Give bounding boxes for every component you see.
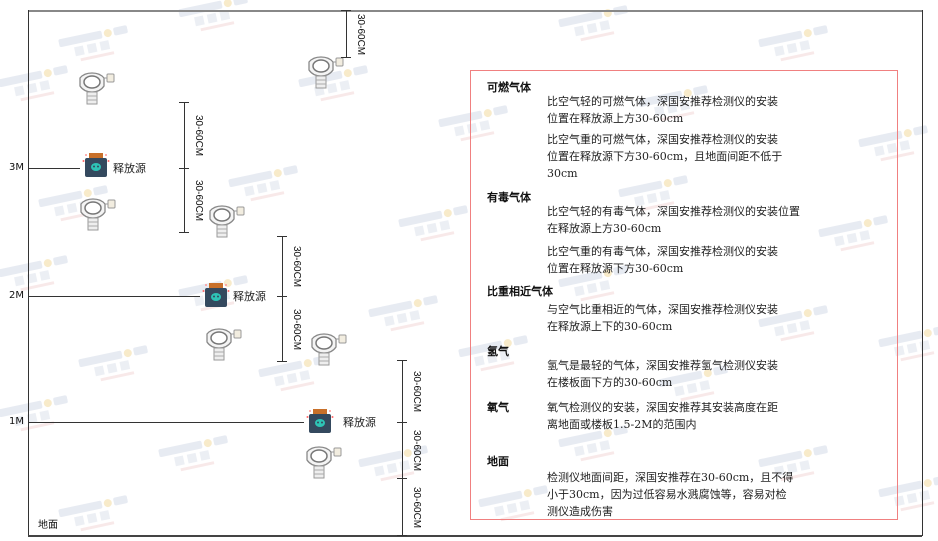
release-source-label: 释放源	[233, 290, 266, 303]
watermark-logo	[368, 293, 443, 337]
dimension-label: 30-60CM	[411, 371, 422, 413]
gas-detector-icon	[77, 198, 117, 232]
watermark-logo	[158, 433, 233, 477]
floor-line	[28, 535, 922, 537]
dimension-line	[282, 236, 283, 296]
section-text: 比空气重的有毒气体，深国安推荐检测仪的安装 位置在释放源下方30-60cm	[547, 245, 778, 275]
level-2m-line	[28, 296, 200, 297]
dimension-tick	[277, 236, 287, 237]
watermark-logo	[228, 163, 303, 207]
dimension-tick	[277, 296, 287, 297]
section-heading: 比重相近气体	[487, 285, 553, 298]
gas-detector-icon	[308, 333, 348, 367]
dimension-line	[184, 168, 185, 232]
level-3m-label: 3M	[9, 162, 24, 173]
dimension-line	[402, 422, 403, 478]
dimension-label: 30-60CM	[193, 115, 204, 157]
gas-detector-icon	[76, 72, 116, 106]
release-source-icon	[202, 282, 230, 308]
watermark-logo	[0, 393, 72, 437]
dimension-line	[346, 10, 347, 57]
dimension-tick	[397, 535, 407, 536]
dimension-tick	[341, 10, 351, 11]
release-source-icon	[306, 408, 334, 434]
level-2m-label: 2M	[9, 290, 24, 301]
left-wall-line	[28, 10, 29, 536]
watermark-logo	[178, 0, 253, 37]
ceiling-line	[28, 10, 922, 12]
dimension-tick	[179, 232, 189, 233]
right-wall-line	[922, 10, 923, 536]
dimension-label: 30-60CM	[411, 430, 422, 472]
floor-label: 地面	[38, 520, 58, 531]
dimension-line	[184, 102, 185, 168]
dimension-tick	[397, 422, 407, 423]
watermark-logo	[58, 23, 133, 67]
watermark-logo	[58, 493, 133, 537]
dimension-tick	[397, 360, 407, 361]
section-heading: 氧气	[487, 401, 509, 414]
dimension-line	[402, 360, 403, 422]
watermark-logo	[78, 343, 153, 387]
recommendation-panel: 可燃气体比空气轻的可燃气体，深国安推荐检测仪的安装 位置在释放源上方30-60c…	[470, 70, 898, 520]
release-source-label: 释放源	[343, 416, 376, 429]
level-1m-label: 1M	[9, 416, 24, 427]
gas-detector-icon	[206, 205, 246, 239]
section-text: 氢气是最轻的气体，深国安推荐氢气检测仪安装 在楼板面下方的30-60cm	[547, 359, 778, 389]
section-text: 与空气比重相近的气体，深国安推荐检测仪安装 在释放源上下的30-60cm	[547, 303, 778, 333]
dimension-tick	[179, 168, 189, 169]
dimension-tick	[277, 361, 287, 362]
section-heading: 氢气	[487, 345, 509, 358]
gas-detector-icon	[303, 446, 343, 480]
dimension-line	[282, 296, 283, 361]
section-text: 比空气轻的有毒气体，深国安推荐检测仪的安装位置 在释放源上方30-60cm	[547, 205, 800, 235]
dimension-label: 30-60CM	[411, 486, 422, 528]
section-heading: 可燃气体	[487, 81, 531, 94]
release-source-label: 释放源	[113, 162, 146, 175]
level-3m-line	[28, 168, 80, 169]
release-source-icon	[82, 152, 110, 178]
watermark-logo	[758, 23, 833, 67]
section-heading: 地面	[487, 455, 509, 468]
dimension-label: 30-60CM	[291, 308, 302, 350]
section-heading: 有毒气体	[487, 191, 531, 204]
watermark-logo	[0, 63, 72, 107]
gas-detector-icon	[203, 328, 243, 362]
section-text: 比空气重的可燃气体，深国安推荐检测仪的安装 位置在释放源下方30-60cm，且地…	[547, 133, 783, 180]
dimension-label: 30-60CM	[193, 180, 204, 222]
dimension-tick	[179, 102, 189, 103]
dimension-label: 30-60CM	[355, 13, 366, 55]
dimension-line	[402, 478, 403, 535]
level-1m-line	[28, 422, 304, 423]
dimension-label: 30-60CM	[291, 246, 302, 288]
section-text: 氧气检测仪的安装，深国安推荐其安装高度在距 离地面或楼板1.5-2M的范围内	[547, 401, 778, 431]
watermark-logo	[398, 203, 473, 247]
dimension-tick	[341, 57, 351, 58]
section-text: 检测仪地面间距，深国安推荐在30-60cm，且不得 小于30cm，因为过低容易水…	[547, 471, 794, 518]
dimension-tick	[397, 478, 407, 479]
gas-detector-icon	[305, 56, 345, 90]
section-text: 比空气轻的可燃气体，深国安推荐检测仪的安装 位置在释放源上方30-60cm	[547, 95, 778, 125]
